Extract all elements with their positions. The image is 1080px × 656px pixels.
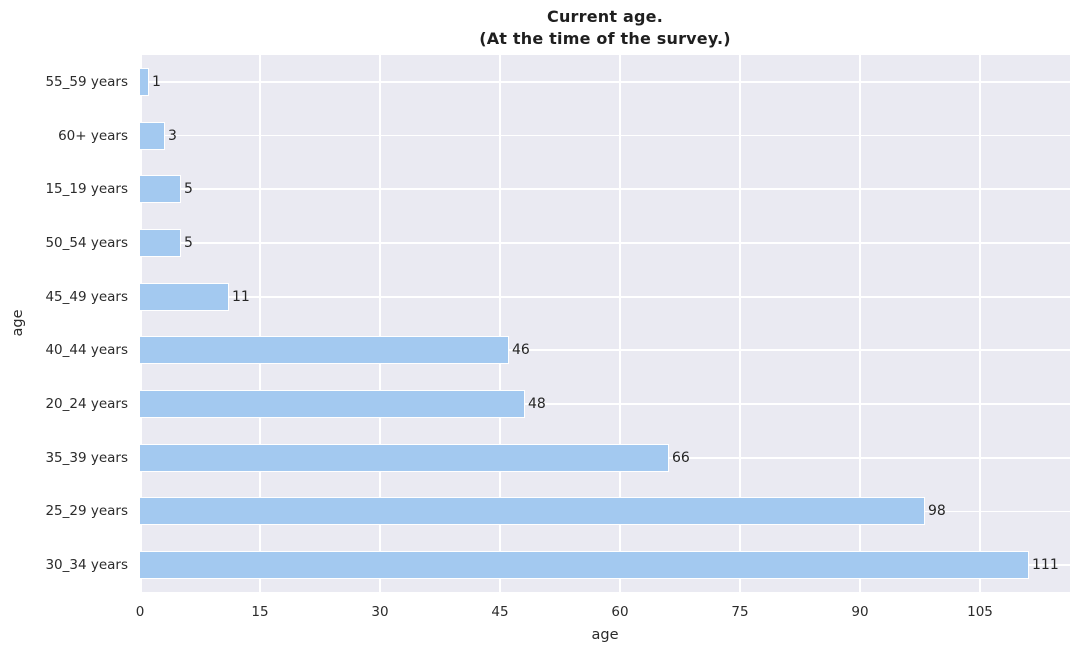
chart-title-line-2: (At the time of the survey.) [479, 29, 731, 48]
bar [140, 551, 1029, 580]
x-tick-label: 30 [371, 604, 389, 620]
y-tick-label: 45_49 years [45, 288, 128, 305]
vertical-gridline [619, 55, 621, 592]
horizontal-gridline [140, 242, 1070, 244]
y-tick-label: 55_59 years [45, 73, 128, 90]
bar-value-label: 5 [184, 181, 193, 198]
y-tick-label: 30_34 years [45, 557, 128, 574]
vertical-gridline [379, 55, 381, 592]
y-tick-label: 35_39 years [45, 449, 128, 466]
horizontal-gridline [140, 349, 1070, 352]
vertical-gridline [499, 55, 501, 592]
y-tick-label: 60+ years [58, 127, 128, 144]
vertical-gridline [259, 55, 261, 592]
bar [140, 175, 181, 204]
horizontal-gridline [140, 188, 1070, 191]
bar-value-label: 48 [528, 396, 546, 413]
bar [140, 443, 669, 472]
vertical-gridline [979, 55, 981, 592]
vertical-gridline [140, 55, 142, 592]
x-tick-labels: 0 15 30 45 60 75 90 105 [136, 604, 1070, 622]
bar [140, 390, 525, 419]
y-tick-label: 20_24 years [45, 396, 128, 413]
y-tick-label: 25_29 years [45, 503, 128, 520]
bar [140, 228, 181, 257]
bar [140, 282, 229, 311]
bar-value-label: 111 [1032, 557, 1059, 574]
x-axis-label: age [591, 627, 619, 643]
bar-value-label: 3 [168, 127, 177, 144]
x-tick-label: 0 [135, 604, 145, 620]
bar-value-label: 5 [184, 234, 193, 251]
horizontal-gridline [140, 134, 1070, 137]
horizontal-gridline [140, 295, 1070, 298]
chart-title: Current age. (At the time of the survey.… [140, 6, 1070, 50]
x-tick-label: 60 [611, 604, 629, 620]
horizontal-gridline [140, 80, 1070, 83]
bar-value-label: 98 [928, 503, 946, 520]
x-tick-label: 45 [491, 604, 509, 620]
x-tick-label: 105 [967, 604, 993, 620]
bar [140, 121, 165, 150]
x-tick-label: 15 [251, 604, 269, 620]
vertical-gridline [739, 55, 741, 592]
bar [140, 67, 149, 96]
vertical-gridline [859, 55, 861, 592]
x-tick-label: 90 [851, 604, 869, 620]
y-tick-labels: 55_59 years 60+ years 15_19 years 50_54 yea… [0, 55, 128, 592]
bar-value-label: 46 [512, 342, 530, 359]
bar-value-label: 11 [232, 288, 250, 305]
y-tick-label: 50_54 years [45, 234, 128, 251]
bar [140, 497, 925, 526]
plot-area: 1 3 5 5 11 46 48 66 98 111 [140, 55, 1070, 592]
horizontal-gridline [140, 403, 1070, 405]
y-tick-label: 15_19 years [45, 181, 128, 198]
bar-value-label: 66 [672, 449, 690, 466]
bar [140, 336, 509, 365]
chart-title-line-1: Current age. [547, 7, 663, 26]
y-tick-label: 40_44 years [45, 342, 128, 359]
x-tick-label: 75 [731, 604, 749, 620]
bar-value-label: 1 [152, 73, 161, 90]
